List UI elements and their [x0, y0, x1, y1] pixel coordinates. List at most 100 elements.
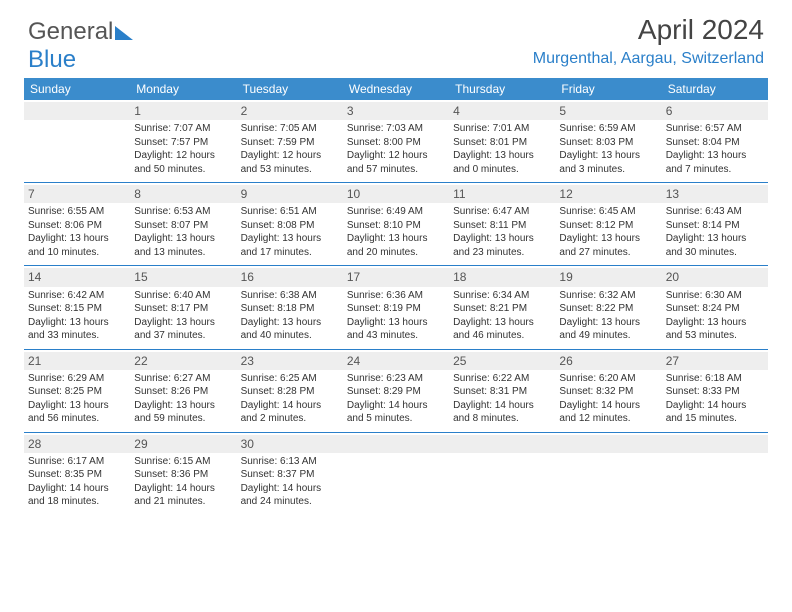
day-cell: 5Sunrise: 6:59 AMSunset: 8:03 PMDaylight…: [555, 100, 661, 182]
day-cell: 16Sunrise: 6:38 AMSunset: 8:18 PMDayligh…: [237, 266, 343, 348]
daylight-text: and 40 minutes.: [241, 329, 339, 343]
sunset-text: Sunset: 8:07 PM: [134, 219, 232, 233]
day-number: 30: [237, 435, 343, 453]
sunset-text: Sunset: 8:33 PM: [666, 385, 764, 399]
day-cell: 1Sunrise: 7:07 AMSunset: 7:57 PMDaylight…: [130, 100, 236, 182]
daylight-text: Daylight: 14 hours: [241, 399, 339, 413]
sunset-text: Sunset: 8:29 PM: [347, 385, 445, 399]
weeks-container: 1Sunrise: 7:07 AMSunset: 7:57 PMDaylight…: [24, 100, 768, 515]
week-row: 21Sunrise: 6:29 AMSunset: 8:25 PMDayligh…: [24, 350, 768, 433]
daylight-text: and 17 minutes.: [241, 246, 339, 260]
daylight-text: and 18 minutes.: [28, 495, 126, 509]
day-number: 17: [343, 268, 449, 286]
daylight-text: and 43 minutes.: [347, 329, 445, 343]
sunset-text: Sunset: 8:10 PM: [347, 219, 445, 233]
day-header: Monday: [130, 78, 236, 100]
sunset-text: Sunset: 8:04 PM: [666, 136, 764, 150]
day-cell: [343, 433, 449, 515]
day-cell: 26 Sunrise: 6:20 AMSunset: 8:32 PMDayligh…: [555, 350, 661, 432]
day-number: 21: [24, 352, 130, 370]
day-number: 10: [343, 185, 449, 203]
daylight-text: Daylight: 13 hours: [28, 316, 126, 330]
day-number: 13: [662, 185, 768, 203]
daylight-text: and 30 minutes.: [666, 246, 764, 260]
sunrise-text: Sunrise: 6:22 AM: [453, 372, 551, 386]
day-number: 12: [555, 185, 661, 203]
day-cell: 24Sunrise: 6:23 AMSunset: 8:29 PMDayligh…: [343, 350, 449, 432]
header: April 2024 Murgenthal, Aargau, Switzerla…: [533, 14, 764, 68]
day-header: Sunday: [24, 78, 130, 100]
daylight-text: Daylight: 13 hours: [453, 232, 551, 246]
logo-part2: Blue: [28, 46, 76, 73]
day-number: 11: [449, 185, 555, 203]
daylight-text: Daylight: 14 hours: [347, 399, 445, 413]
daylight-text: and 37 minutes.: [134, 329, 232, 343]
daylight-text: Daylight: 12 hours: [241, 149, 339, 163]
page-title: April 2024: [533, 14, 764, 46]
sunrise-text: Sunrise: 6:51 AM: [241, 205, 339, 219]
day-cell: 12Sunrise: 6:45 AMSunset: 8:12 PMDayligh…: [555, 183, 661, 265]
logo-part1: General: [28, 18, 113, 45]
day-number: 6: [662, 102, 768, 120]
sunrise-text: Sunrise: 6:40 AM: [134, 289, 232, 303]
sunset-text: Sunset: 8:37 PM: [241, 468, 339, 482]
daylight-text: and 46 minutes.: [453, 329, 551, 343]
daylight-text: and 33 minutes.: [28, 329, 126, 343]
daylight-text: Daylight: 13 hours: [666, 316, 764, 330]
sunrise-text: Sunrise: 6:43 AM: [666, 205, 764, 219]
day-number: 14: [24, 268, 130, 286]
daylight-text: and 13 minutes.: [134, 246, 232, 260]
week-row: 28Sunrise: 6:17 AMSunset: 8:35 PMDayligh…: [24, 433, 768, 515]
day-number: 23: [237, 352, 343, 370]
daylight-text: and 24 minutes.: [241, 495, 339, 509]
daylight-text: Daylight: 14 hours: [241, 482, 339, 496]
day-number: 1: [130, 102, 236, 120]
sunrise-text: Sunrise: 7:01 AM: [453, 122, 551, 136]
sunset-text: Sunset: 8:32 PM: [559, 385, 657, 399]
sunset-text: Sunset: 8:31 PM: [453, 385, 551, 399]
daylight-text: Daylight: 13 hours: [453, 149, 551, 163]
sunrise-text: Sunrise: 6:20 AM: [559, 372, 657, 386]
day-number: 28: [24, 435, 130, 453]
daylight-text: Daylight: 14 hours: [559, 399, 657, 413]
logo: General Blue: [28, 18, 133, 74]
daylight-text: Daylight: 13 hours: [134, 316, 232, 330]
sunset-text: Sunset: 8:24 PM: [666, 302, 764, 316]
day-cell: 30Sunrise: 6:13 AMSunset: 8:37 PMDayligh…: [237, 433, 343, 515]
daylight-text: and 21 minutes.: [134, 495, 232, 509]
day-number: [343, 435, 449, 453]
location-subtitle: Murgenthal, Aargau, Switzerland: [533, 50, 764, 68]
sunset-text: Sunset: 8:22 PM: [559, 302, 657, 316]
daylight-text: Daylight: 13 hours: [559, 316, 657, 330]
day-header: Wednesday: [343, 78, 449, 100]
daylight-text: Daylight: 13 hours: [28, 232, 126, 246]
sunset-text: Sunset: 8:03 PM: [559, 136, 657, 150]
day-number: 8: [130, 185, 236, 203]
daylight-text: and 53 minutes.: [666, 329, 764, 343]
sunset-text: Sunset: 8:36 PM: [134, 468, 232, 482]
day-number: [24, 102, 130, 120]
week-row: 1Sunrise: 7:07 AMSunset: 7:57 PMDaylight…: [24, 100, 768, 183]
day-cell: 17Sunrise: 6:36 AMSunset: 8:19 PMDayligh…: [343, 266, 449, 348]
daylight-text: and 56 minutes.: [28, 412, 126, 426]
sunrise-text: Sunrise: 6:53 AM: [134, 205, 232, 219]
daylight-text: and 8 minutes.: [453, 412, 551, 426]
daylight-text: Daylight: 13 hours: [559, 149, 657, 163]
sunrise-text: Sunrise: 6:30 AM: [666, 289, 764, 303]
day-header-row: Sunday Monday Tuesday Wednesday Thursday…: [24, 78, 768, 100]
day-number: 26: [555, 352, 661, 370]
day-cell: 22Sunrise: 6:27 AMSunset: 8:26 PMDayligh…: [130, 350, 236, 432]
sunrise-text: Sunrise: 6:36 AM: [347, 289, 445, 303]
day-cell: 21Sunrise: 6:29 AMSunset: 8:25 PMDayligh…: [24, 350, 130, 432]
day-number: 3: [343, 102, 449, 120]
daylight-text: and 12 minutes.: [559, 412, 657, 426]
sunset-text: Sunset: 8:25 PM: [28, 385, 126, 399]
day-cell: 29Sunrise: 6:15 AMSunset: 8:36 PMDayligh…: [130, 433, 236, 515]
sunset-text: Sunset: 8:17 PM: [134, 302, 232, 316]
day-number: 19: [555, 268, 661, 286]
day-number: 20: [662, 268, 768, 286]
daylight-text: Daylight: 13 hours: [241, 232, 339, 246]
sunset-text: Sunset: 7:59 PM: [241, 136, 339, 150]
daylight-text: and 5 minutes.: [347, 412, 445, 426]
daylight-text: and 59 minutes.: [134, 412, 232, 426]
